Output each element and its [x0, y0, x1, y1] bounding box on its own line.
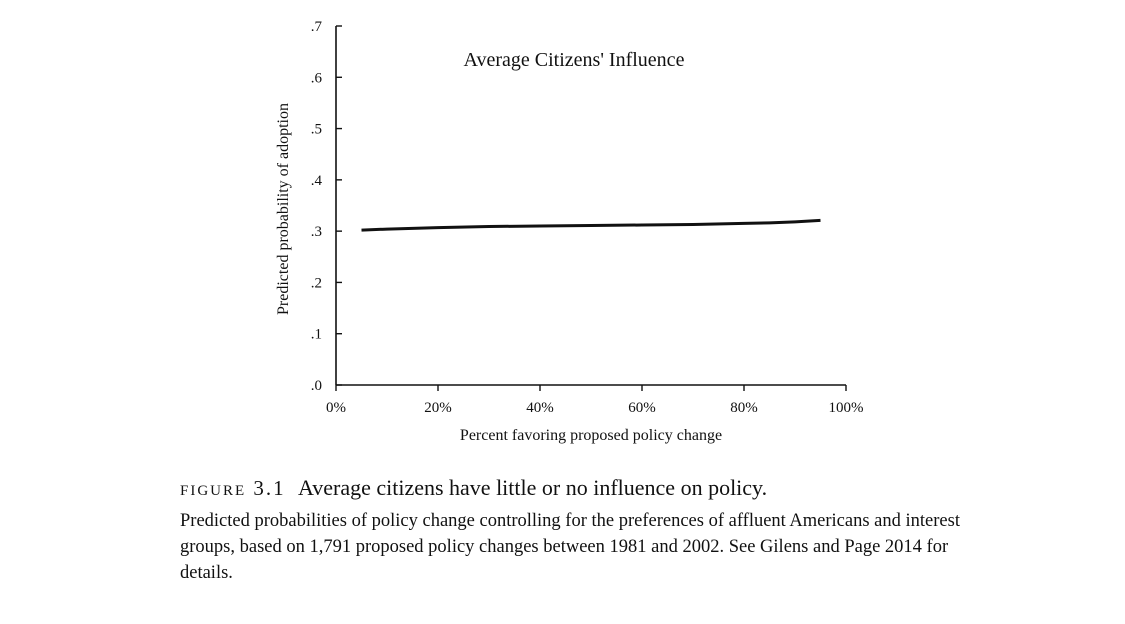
caption-heading: figure 3.1 Average citizens have little … — [180, 474, 980, 502]
y-tick-label: .5 — [311, 122, 322, 138]
caption-title: Average citizens have little or no influ… — [297, 475, 768, 500]
x-tick-label: 80% — [730, 400, 758, 416]
chart-title: Average Citizens' Influence — [464, 49, 685, 71]
x-tick-label: 60% — [628, 400, 656, 416]
y-axis-label: Predicted probability of adoption — [275, 103, 292, 315]
x-tick-label: 40% — [526, 400, 554, 416]
x-tick-label: 0% — [326, 400, 346, 416]
y-tick-label: .2 — [311, 275, 322, 291]
x-axis-label: Percent favoring proposed policy change — [460, 427, 722, 444]
line-chart: .0 .1 .2 .3 .4 .5 .6 .7 0% 20% 40% 60% 80% 100% Aver… — [275, 19, 864, 444]
y-tick-label: .6 — [311, 70, 323, 86]
x-tick-label: 20% — [424, 400, 452, 416]
y-axis-ticks: .0 .1 .2 .3 .4 .5 .6 .7 — [311, 19, 342, 394]
x-axis-ticks: 0% 20% 40% 60% 80% 100% — [326, 385, 864, 416]
caption-body: Predicted probabilities of policy change… — [180, 511, 960, 583]
x-tick-label: 100% — [829, 400, 864, 416]
y-tick-label: .1 — [311, 327, 322, 343]
figure-label: figure 3.1 — [180, 476, 286, 500]
y-tick-label: .7 — [311, 19, 323, 35]
series-line — [361, 218, 821, 232]
y-tick-label: .3 — [311, 224, 322, 240]
y-tick-label: .4 — [311, 173, 323, 189]
y-tick-label: .0 — [311, 378, 322, 394]
figure-caption: figure 3.1 Average citizens have little … — [180, 474, 980, 586]
